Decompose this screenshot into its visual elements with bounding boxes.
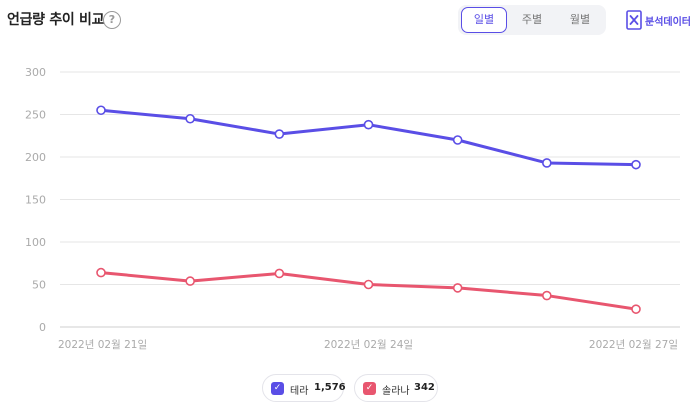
data-point <box>542 158 552 168</box>
legend-label-solana: 솔라나 <box>382 386 410 397</box>
data-point <box>185 276 195 286</box>
y-tick-label: 100 <box>25 236 46 249</box>
checkbox-icon: ✓ <box>271 382 284 395</box>
x-tick-label: 2022년 02월 21일 <box>58 338 147 351</box>
data-point <box>452 283 463 293</box>
tab-weekly[interactable]: 주별 <box>521 13 543 26</box>
legend-item-solana[interactable]: ✓ 솔라나 342 <box>354 374 438 402</box>
period-toggle: 일별 주별 월별 <box>458 5 606 35</box>
data-point <box>274 129 285 139</box>
legend: ✓ 테라 1,576 ✓ 솔라나 342 <box>0 374 700 404</box>
page-title: 언급량 추이 비교 <box>7 12 105 28</box>
series-line-terra <box>99 108 638 167</box>
legend-item-terra[interactable]: ✓ 테라 1,576 <box>262 374 346 402</box>
line-chart: 0 50 100 150 200 250 300 2022년 02월 21일 2022년 02월… <box>25 66 680 351</box>
export-data-button[interactable]: 분석데이터 <box>645 17 691 28</box>
legend-label-terra: 테라 <box>290 386 309 397</box>
data-point <box>363 119 374 130</box>
tab-monthly[interactable]: 월별 <box>569 13 591 26</box>
y-tick-label: 200 <box>25 151 46 164</box>
y-tick-label: 150 <box>25 194 46 207</box>
checkbox-icon: ✓ <box>363 382 376 395</box>
y-tick-label: 250 <box>25 109 46 122</box>
excel-icon[interactable] <box>626 10 642 30</box>
legend-count-terra: 1,576 <box>314 382 346 393</box>
x-tick-label: 2022년 02월 27일 <box>589 338 678 351</box>
legend-count-solana: 342 <box>414 382 435 393</box>
series-line-solana <box>99 271 638 311</box>
x-tick-label: 2022년 02월 24일 <box>324 338 413 351</box>
y-tick-label: 0 <box>39 321 46 334</box>
data-point <box>631 304 641 314</box>
tab-daily[interactable]: 일별 <box>461 7 507 33</box>
help-icon[interactable]: ? <box>103 11 121 29</box>
data-point <box>96 267 106 278</box>
data-point <box>631 159 641 170</box>
data-point <box>96 105 106 116</box>
data-point <box>363 279 374 290</box>
data-point <box>274 268 285 279</box>
data-point <box>452 135 463 145</box>
data-point <box>542 290 552 301</box>
data-point <box>185 113 195 124</box>
y-tick-label: 50 <box>32 279 46 292</box>
y-tick-label: 300 <box>25 66 46 79</box>
chart-header: 언급량 추이 비교 ? 일별 주별 월별 분석데이터 <box>0 0 700 40</box>
